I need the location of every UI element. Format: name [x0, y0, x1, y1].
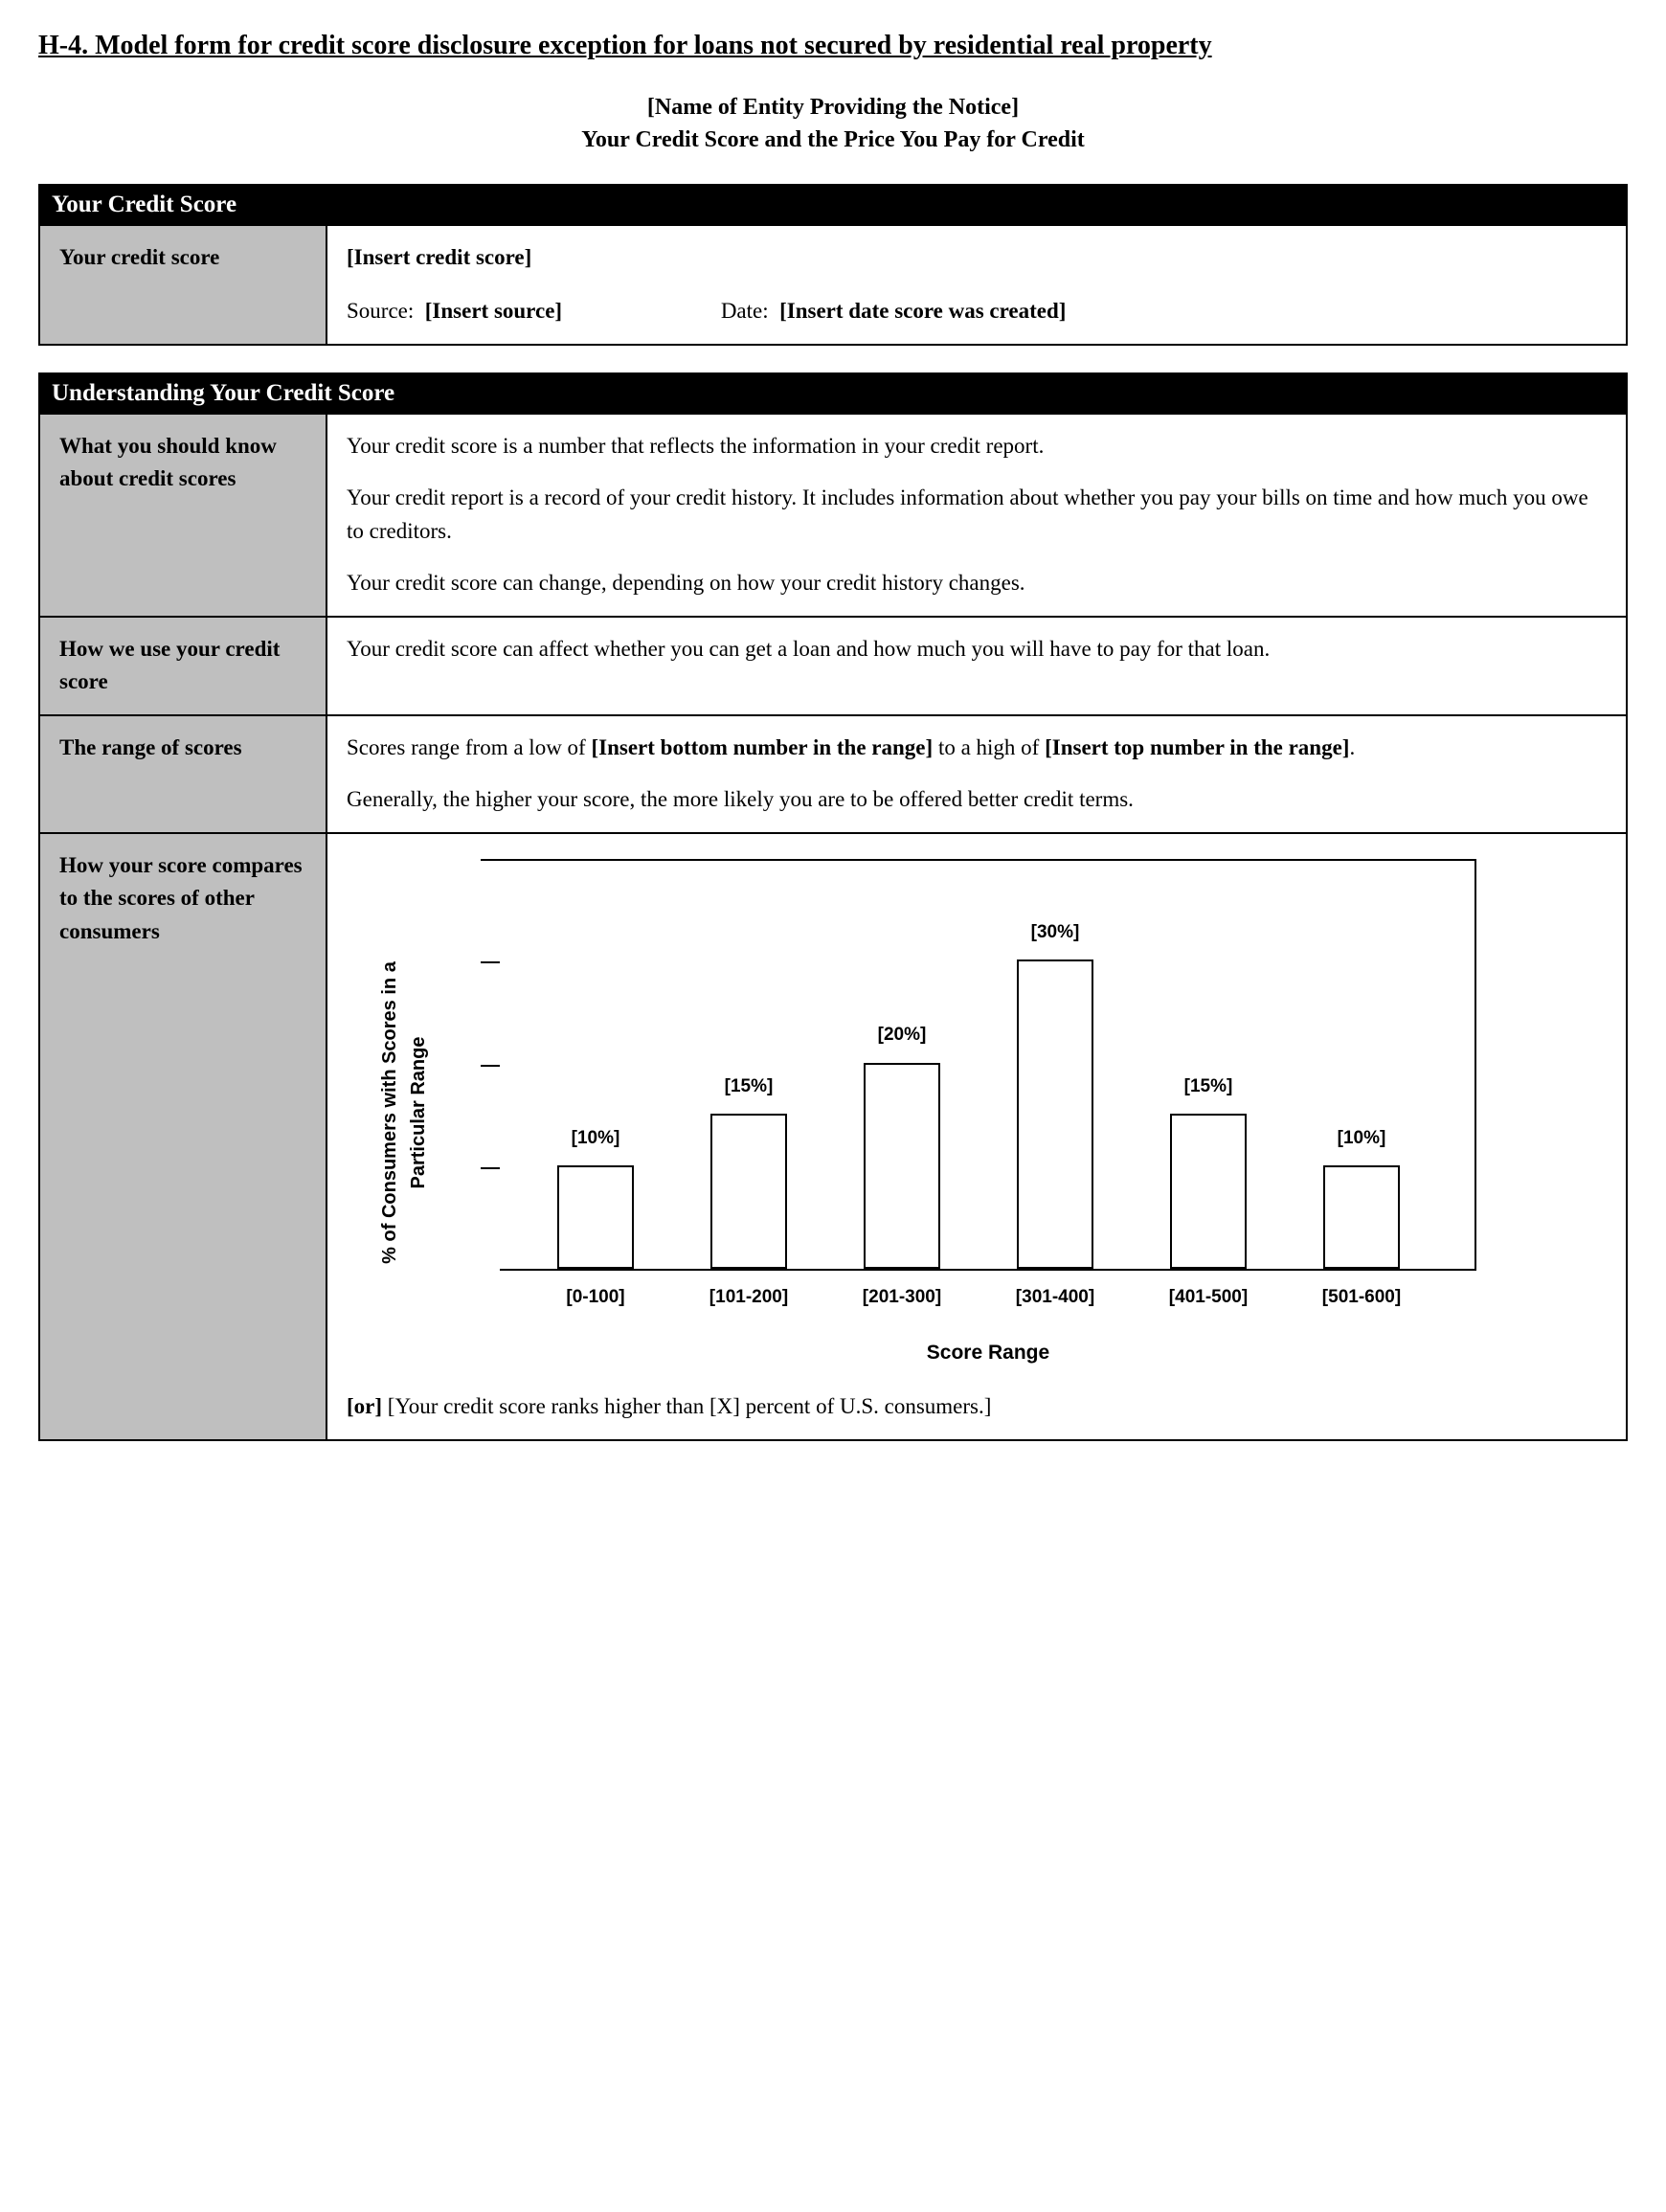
- page-title: H-4. Model form for credit score disclos…: [38, 29, 1628, 63]
- row-how-we-use: How we use your credit score Your credit…: [39, 617, 1627, 715]
- source-label: Source:: [347, 299, 414, 323]
- wysk-p3: Your credit score can change, depending …: [347, 567, 1607, 600]
- wysk-p2: Your credit report is a record of your c…: [347, 482, 1607, 548]
- wysk-p1: Your credit score is a number that refle…: [347, 430, 1607, 463]
- chart-bar-value-label: [10%]: [1304, 1125, 1419, 1153]
- chart-category-label: [301-400]: [988, 1284, 1122, 1312]
- date-label: Date:: [721, 299, 769, 323]
- chart-ytick: [481, 859, 500, 861]
- chart-bar-value-label: [10%]: [538, 1125, 653, 1153]
- range-high: [Insert top number in the range]: [1045, 735, 1349, 759]
- range-p2: Generally, the higher your score, the mo…: [347, 783, 1607, 817]
- chart-ytick: [481, 1065, 500, 1067]
- label-compare: How your score compares to the scores of…: [39, 833, 326, 1440]
- chart-plot-area: [10%] [15%] [20%] [30%] [15%] [10%]: [500, 859, 1476, 1271]
- source-placeholder: [Insert source]: [425, 299, 562, 323]
- chart-bar-value-label: [15%]: [1151, 1073, 1266, 1101]
- range-low: [Insert bottom number in the range]: [591, 735, 933, 759]
- chart-category-label: [0-100]: [529, 1284, 663, 1312]
- content-compare: % of Consumers with Scores in a Particul…: [326, 833, 1627, 1440]
- chart-xlabel: Score Range: [500, 1338, 1476, 1368]
- chart-ytick: [481, 1167, 500, 1169]
- range-p1-post: .: [1349, 735, 1355, 759]
- chart-bar: [1017, 959, 1093, 1269]
- page-subhead: [Name of Entity Providing the Notice] Yo…: [38, 92, 1628, 156]
- credit-score-placeholder: [Insert credit score]: [347, 241, 1607, 275]
- or-rest: [Your credit score ranks higher than [X]…: [382, 1394, 991, 1418]
- label-range: The range of scores: [39, 715, 326, 833]
- chart-ylabel: % of Consumers with Scores in a Particul…: [375, 931, 433, 1295]
- score-distribution-chart: % of Consumers with Scores in a Particul…: [385, 859, 1515, 1368]
- hwu-p1: Your credit score can affect whether you…: [347, 633, 1607, 666]
- chart-bar: [710, 1114, 787, 1268]
- chart-bar: [557, 1165, 634, 1269]
- row-range: The range of scores Scores range from a …: [39, 715, 1627, 833]
- section-header-score: Your Credit Score: [39, 185, 1627, 225]
- chart-ytick: [481, 961, 500, 963]
- chart-bar-value-label: [15%]: [691, 1073, 806, 1101]
- date-placeholder: [Insert date score was created]: [779, 299, 1066, 323]
- chart-bar-value-label: [20%]: [844, 1022, 959, 1050]
- section-header-understanding: Understanding Your Credit Score: [39, 373, 1627, 414]
- label-your-credit-score: Your credit score: [39, 225, 326, 345]
- section-understanding: Understanding Your Credit Score What you…: [38, 372, 1628, 1441]
- chart-bar-value-label: [30%]: [998, 919, 1113, 947]
- range-p1: Scores range from a low of [Insert botto…: [347, 732, 1607, 765]
- content-range: Scores range from a low of [Insert botto…: [326, 715, 1627, 833]
- row-what-you-should-know: What you should know about credit scores…: [39, 414, 1627, 617]
- range-p1-mid: to a high of: [933, 735, 1045, 759]
- range-p1-pre: Scores range from a low of: [347, 735, 591, 759]
- row-compare: How your score compares to the scores of…: [39, 833, 1627, 1440]
- label-what-you-should-know: What you should know about credit scores: [39, 414, 326, 617]
- chart-bar: [1323, 1165, 1400, 1269]
- row-your-credit-score: Your credit score [Insert credit score] …: [39, 225, 1627, 345]
- chart-xlabels: [0-100] [101-200] [201-300] [301-400] [401-5…: [500, 1271, 1476, 1309]
- content-how-we-use: Your credit score can affect whether you…: [326, 617, 1627, 715]
- chart-category-label: [101-200]: [682, 1284, 816, 1312]
- compare-or-line: [or] [Your credit score ranks higher tha…: [347, 1390, 1607, 1424]
- value-your-credit-score: [Insert credit score] Source: [Insert so…: [326, 225, 1627, 345]
- label-how-we-use: How we use your credit score: [39, 617, 326, 715]
- content-what-you-should-know: Your credit score is a number that refle…: [326, 414, 1627, 617]
- chart-category-label: [501-600]: [1295, 1284, 1429, 1312]
- section-your-credit-score: Your Credit Score Your credit score [Ins…: [38, 184, 1628, 346]
- or-bold: [or]: [347, 1394, 382, 1418]
- subhead-line2: Your Credit Score and the Price You Pay …: [581, 127, 1085, 152]
- chart-category-label: [201-300]: [835, 1284, 969, 1312]
- subhead-line1: [Name of Entity Providing the Notice]: [647, 95, 1019, 120]
- chart-bar: [1170, 1114, 1247, 1268]
- chart-category-label: [401-500]: [1141, 1284, 1275, 1312]
- chart-bar: [864, 1063, 940, 1269]
